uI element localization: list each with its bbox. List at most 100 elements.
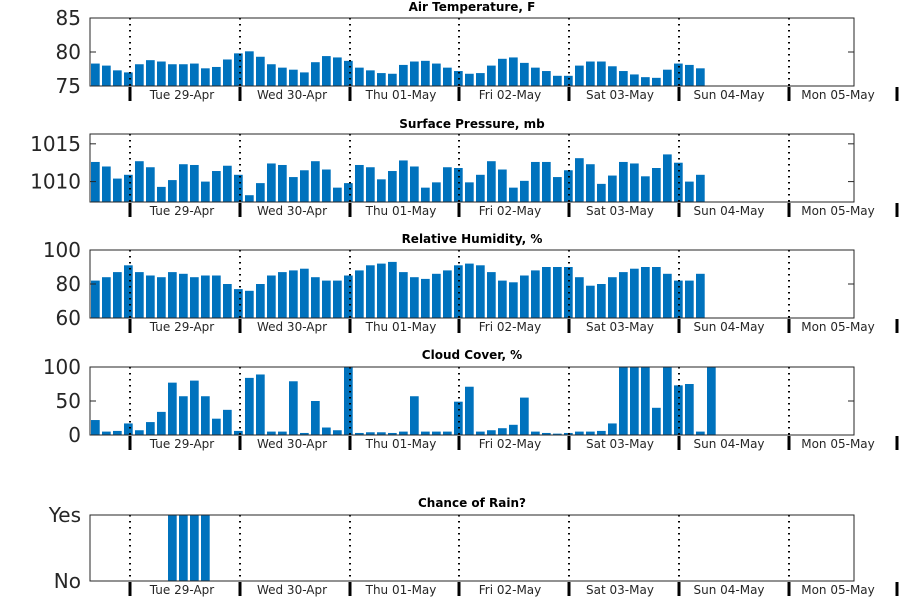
bar [564, 75, 573, 86]
bar [366, 167, 375, 202]
bar [267, 275, 276, 318]
bar [190, 164, 199, 202]
bar [256, 56, 265, 86]
bar [300, 432, 309, 435]
bar [267, 431, 276, 435]
bar [157, 186, 166, 202]
bar [289, 69, 298, 86]
x-tick-label: Sat 03-May [586, 437, 654, 451]
bar [223, 409, 232, 435]
bar [212, 66, 221, 86]
bar [223, 59, 232, 86]
bar [421, 278, 430, 318]
bar [278, 164, 287, 202]
chart-panel-air-temperature: Air Temperature, F 75 80 85 Tue 29-Apr Wed 3… [56, 0, 899, 102]
bar [311, 401, 320, 435]
bar [542, 71, 551, 86]
bar [256, 284, 265, 318]
x-tick-label: Tue 29-Apr [149, 583, 214, 597]
x-tick-label: Thu 01-May [365, 320, 437, 334]
bar [366, 265, 375, 318]
x-tick-label: Sat 03-May [586, 320, 654, 334]
bar [652, 168, 661, 202]
bar [245, 195, 254, 202]
bar [234, 289, 243, 318]
bar [465, 263, 474, 318]
bar [234, 53, 243, 86]
bar [245, 377, 254, 435]
bar [410, 396, 419, 435]
bar [619, 71, 628, 86]
bar [146, 167, 155, 202]
bar [641, 267, 650, 318]
bar [333, 187, 342, 202]
x-tick-label: Sun 04-May [693, 320, 764, 334]
plot-frame [89, 514, 855, 582]
bar [102, 277, 111, 318]
bar [91, 280, 100, 318]
bar [421, 431, 430, 435]
bar [135, 64, 144, 86]
bar [542, 267, 551, 318]
x-tick-label: Sat 03-May [586, 204, 654, 218]
bar [311, 161, 320, 202]
x-tick-label: Mon 05-May [801, 88, 875, 102]
bar [355, 432, 364, 435]
bar [179, 164, 188, 202]
x-tick-label: Tue 29-Apr [149, 204, 214, 218]
y-tick-label: 100 [43, 355, 81, 379]
bar [652, 407, 661, 435]
bar [388, 432, 397, 435]
bar [498, 280, 507, 318]
bar [531, 67, 540, 86]
y-tick-label: 1015 [30, 132, 81, 156]
bar [553, 75, 562, 86]
bar [509, 187, 518, 202]
bar [146, 60, 155, 86]
bar [256, 374, 265, 435]
bar [553, 177, 562, 202]
bar [322, 169, 331, 202]
bar [377, 179, 386, 202]
bar [201, 181, 210, 202]
bar [212, 418, 221, 435]
bar [289, 381, 298, 435]
bar [509, 282, 518, 318]
bar [388, 171, 397, 202]
bar [344, 183, 353, 202]
x-tick-label: Wed 30-Apr [257, 204, 327, 218]
bar [388, 73, 397, 86]
bar [443, 270, 452, 318]
y-tick-label: 75 [56, 74, 81, 98]
bar [278, 431, 287, 435]
bar [256, 183, 265, 202]
bar [91, 63, 100, 86]
x-tick-label: Wed 30-Apr [257, 320, 327, 334]
bar [564, 170, 573, 202]
x-tick-label: Sun 04-May [693, 204, 764, 218]
bar [113, 272, 122, 318]
bar [575, 431, 584, 435]
bar [630, 367, 639, 435]
bar [377, 73, 386, 86]
bar [487, 161, 496, 202]
bar [696, 174, 705, 202]
bar [190, 63, 199, 86]
bar [201, 515, 210, 581]
bar [366, 70, 375, 86]
bar [454, 401, 463, 435]
bar [102, 431, 111, 435]
bar [498, 169, 507, 202]
x-tick-label: Tue 29-Apr [149, 320, 214, 334]
bar [465, 182, 474, 202]
bar [520, 397, 529, 435]
bar [520, 62, 529, 86]
x-tick-label: Fri 02-May [479, 583, 542, 597]
bar [476, 265, 485, 318]
bar [597, 284, 606, 318]
bar [91, 420, 100, 435]
bar [575, 65, 584, 86]
bar [685, 64, 694, 86]
bar [322, 427, 331, 435]
bar [586, 431, 595, 435]
